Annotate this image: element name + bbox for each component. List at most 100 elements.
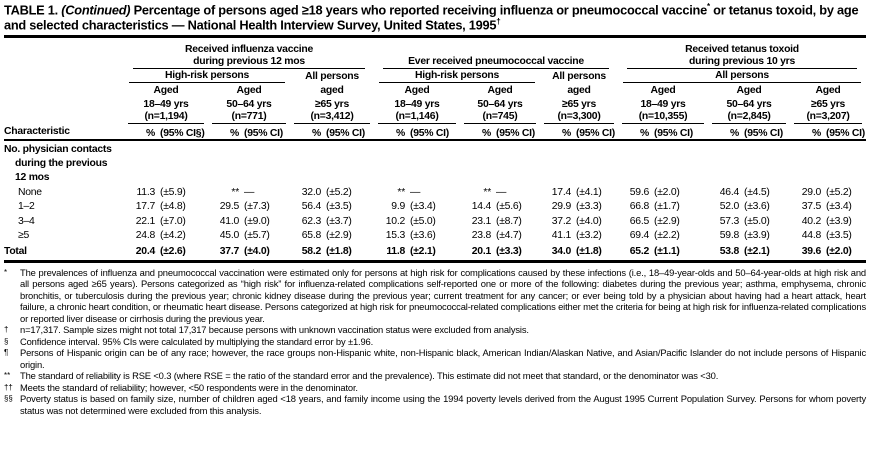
subgroup-highrisk-flu: High-risk persons <box>124 69 290 84</box>
ci: (±3.6) <box>744 201 770 213</box>
footnote-marker: § <box>4 336 9 346</box>
table-cell: 29.0 (±5.2) <box>790 184 866 198</box>
ci: (±4.8) <box>160 201 186 213</box>
value: 62.3 <box>301 215 321 227</box>
value: 52.0 <box>719 201 740 213</box>
characteristic-label: Characteristic <box>4 126 70 138</box>
value: ** <box>231 186 239 198</box>
title-part2: Percentage of persons aged ≥18 years who… <box>130 2 708 18</box>
col-pct-ci: % (95% CI) <box>208 124 290 142</box>
table-cell: 29.5 (±7.3) <box>208 199 290 213</box>
ci: (±2.1) <box>410 246 436 258</box>
value: 24.8 <box>135 230 155 242</box>
table-cell: 53.8 (±2.1) <box>708 241 791 263</box>
value: 65.2 <box>629 246 650 258</box>
ci: (±2.1) <box>744 246 770 258</box>
table-cell: 69.4 (±2.2) <box>618 228 708 242</box>
table-cell: 56.4 (±3.5) <box>290 199 374 213</box>
ci: (±4.0) <box>576 215 602 227</box>
group-title-line2: during previous 10 yrs <box>689 55 795 67</box>
value: 11.8 <box>386 246 405 258</box>
col-aged: aged <box>320 85 344 97</box>
table-cell: 65.8 (±2.9) <box>290 228 374 242</box>
group-title-line2: during previous 12 mos <box>193 55 305 67</box>
ci: (±4.0) <box>244 246 270 258</box>
col-age-range: 50–64 yrs <box>226 99 272 111</box>
value: 9.9 <box>391 201 405 213</box>
footnote: §§ Poverty status is based on family size… <box>4 393 866 416</box>
value: 59.6 <box>629 186 650 198</box>
footnote: ** The standard of reliability is RSE <0.… <box>4 370 866 381</box>
footnote: § Confidence interval. 95% CIs were calcu… <box>4 336 866 347</box>
col-n: (n=1,146) <box>374 110 460 125</box>
table-row: 1–2 17.7 (±4.8) 29.5 (±7.3) 56.4 (±3.5) 9.9… <box>4 199 866 213</box>
value: 40.2 <box>801 215 822 227</box>
total-row: Total 20.4 (±2.6) 37.7 (±4.0) 58.2 (±1.8) 1… <box>4 241 867 263</box>
table-cell: 40.2 (±3.9) <box>790 213 866 227</box>
table-cell: 9.9 (±3.4) <box>374 199 460 213</box>
table-cell: 41.0 (±9.0) <box>208 213 290 227</box>
group-influenza: Received influenza vaccine during previou… <box>124 39 374 70</box>
table-cell: 34.0 (±1.8) <box>540 241 619 263</box>
sample-size-row: (n=1,194) (n=771) (n=3,412) (n=1,146) (n… <box>4 110 866 125</box>
value: 66.5 <box>629 215 650 227</box>
ci: (±3.5) <box>826 230 852 242</box>
value: ** <box>483 186 491 198</box>
title-part3: or tetanus toxoid, by age and selected c… <box>4 2 859 33</box>
age-range-row: 18–49 yrs 50–64 yrs ≥65 yrs 18–49 yrs 50… <box>4 96 866 110</box>
table-cell: 39.6 (±2.0) <box>790 241 867 263</box>
ci: (±5.0) <box>410 215 436 227</box>
table-cell: ** — <box>208 184 290 198</box>
group-header-row: Characteristic Received influenza vaccin… <box>4 39 866 142</box>
footnote-text: Meets the standard of reliability; howev… <box>20 381 358 393</box>
section-header-line: during the previous <box>15 158 108 170</box>
ci: (±2.0) <box>654 186 680 198</box>
table-cell: 23.8 (±4.7) <box>460 228 540 242</box>
col-n: (n=3,412) <box>290 110 374 125</box>
table-cell: ** — <box>374 184 460 198</box>
table-cell: 23.1 (±8.7) <box>460 213 540 227</box>
table-row: ≥5 24.8 (±4.2) 45.0 (±5.7) 65.8 (±2.9) 15.3… <box>4 228 866 242</box>
ci: (±2.9) <box>654 215 680 227</box>
ci: — <box>496 186 507 198</box>
value: 22.1 <box>135 215 155 227</box>
col-aged: Aged <box>153 85 179 97</box>
table-title: TABLE 1. (Continued) Percentage of perso… <box>4 2 866 33</box>
value: 10.2 <box>385 215 405 227</box>
footnote-ref-asterisk: * <box>706 2 710 11</box>
table-cell: 14.4 (±5.6) <box>460 199 540 213</box>
value: 41.0 <box>219 215 239 227</box>
ci: (±3.6) <box>410 230 436 242</box>
subgroup-allpersons-flu: All persons <box>305 71 359 83</box>
footnote-text: n=17,317. Sample sizes might not total 1… <box>20 324 529 336</box>
table-cell: 29.9 (±3.3) <box>540 199 618 213</box>
ci: (±1.8) <box>576 246 602 258</box>
section-header-line: No. physician contacts <box>4 143 112 155</box>
table-cell: 11.8 (±2.1) <box>374 241 460 263</box>
group-title-line1: Received influenza vaccine <box>184 43 314 55</box>
col-age-range: 50–64 yrs <box>726 99 772 111</box>
value: 20.1 <box>471 246 491 258</box>
footnote-marker: ¶ <box>4 348 9 358</box>
footnote-ref-dagger: † <box>496 17 501 27</box>
ci: (±2.0) <box>826 246 852 258</box>
footnote: † n=17,317. Sample sizes might not total … <box>4 324 866 335</box>
col-aged: Aged <box>736 85 762 97</box>
col-pct-ci: % (95% CI) <box>374 124 460 142</box>
table-cell: 32.0 (±5.2) <box>290 184 374 198</box>
ci: (±5.9) <box>160 186 186 198</box>
ci: (±7.0) <box>160 215 186 227</box>
subgroup-highrisk-pneumo: High-risk persons <box>374 69 540 84</box>
row-label: None <box>18 186 42 198</box>
col-pct-ci: % (95% CI) <box>540 124 619 142</box>
group-tetanus: Received tetanus toxoid during previous 1… <box>618 39 866 70</box>
footnotes: * The prevalences of influenza and pneumo… <box>4 267 866 416</box>
percent-ci-row: % (95% CI§) % (95% CI) % (95% CI) % (95% CI)… <box>4 124 867 142</box>
ci: (±3.5) <box>326 201 352 213</box>
value: 37.2 <box>551 215 571 227</box>
table-cell: 66.8 (±1.7) <box>618 199 708 213</box>
top-rule <box>4 34 866 39</box>
ci: (±2.6) <box>160 246 186 258</box>
table-cell: 15.3 (±3.6) <box>374 228 460 242</box>
col-aged: Aged <box>236 85 262 97</box>
